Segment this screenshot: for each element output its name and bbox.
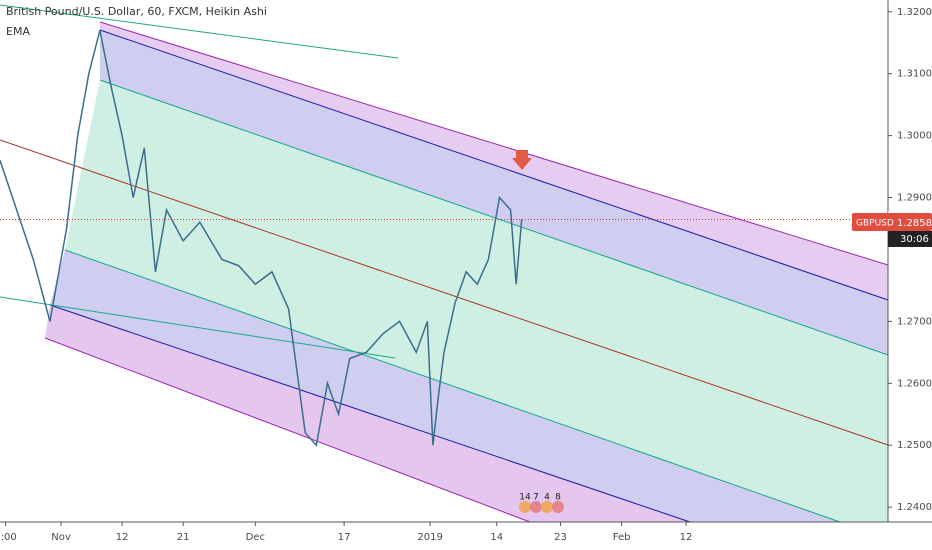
band [100, 30, 888, 355]
indicator-label: EMA [6, 25, 30, 38]
band [50, 250, 840, 522]
y-tick-label: 1.24000 [897, 502, 932, 513]
event-icon [519, 501, 531, 513]
channel-line [49, 304, 691, 523]
price-line [0, 30, 523, 447]
trend-line [0, 4, 399, 59]
countdown: 30:06 [900, 234, 929, 245]
y-tick-label: 1.31000 [897, 69, 932, 80]
x-tick-label: 12 [680, 532, 693, 543]
event-icon [530, 501, 542, 513]
band [100, 22, 888, 300]
x-tick-label: 17 [338, 532, 351, 543]
time-axis [0, 522, 888, 550]
y-tick-label: 1.30000 [897, 131, 932, 142]
trend-line [0, 296, 396, 359]
x-tick-label: Feb [613, 532, 631, 543]
y-tick-label: 1.27000 [897, 316, 932, 327]
symbol-label: GBPUSD [856, 218, 894, 228]
x-tick-label: Dec [246, 532, 265, 543]
y-tick-label: 1.32000 [897, 7, 932, 18]
channel-line [64, 249, 841, 523]
event-count: 4 [544, 493, 550, 503]
x-tick-label: Nov [51, 532, 71, 543]
event-icon [541, 501, 553, 513]
price-axis [888, 0, 932, 550]
x-tick-label: 23 [554, 532, 567, 543]
event-count: 8 [555, 493, 561, 503]
channel-line [99, 79, 889, 356]
arrow-marker [512, 150, 532, 170]
y-tick-label: 1.29000 [897, 193, 932, 204]
x-tick-label: 2019 [417, 532, 442, 543]
band [65, 80, 888, 522]
x-tick-label: 14 [490, 532, 503, 543]
chart-title: British Pound/U.S. Dollar, 60, FXCM, Hei… [6, 5, 267, 18]
channel-line [44, 337, 531, 523]
x-tick-label: 2:00 [0, 532, 17, 543]
pitchfork [0, 4, 889, 523]
channel-line [99, 29, 889, 301]
symbol-price: 1.28589 [897, 218, 932, 229]
event-count: 7 [533, 493, 539, 503]
y-tick-label: 1.26000 [897, 378, 932, 389]
symbol-tag [852, 212, 932, 231]
channel-line [99, 21, 889, 266]
x-tick-label: 12 [116, 532, 129, 543]
countdown-tag [888, 230, 932, 247]
event-icon [552, 501, 564, 513]
event-count: 14 [519, 493, 531, 503]
y-tick-label: 1.25000 [897, 440, 932, 451]
x-tick-label: 21 [177, 532, 190, 543]
